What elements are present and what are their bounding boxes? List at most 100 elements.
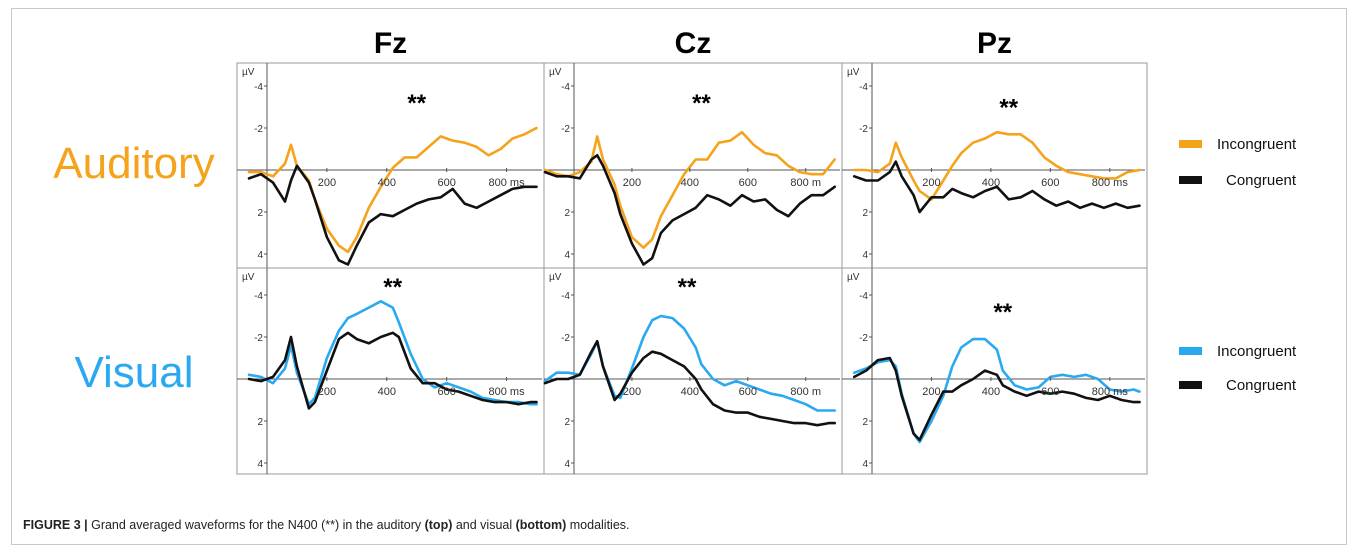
x-tick-label: 800 ms	[1092, 177, 1129, 189]
series-congruent	[852, 160, 1141, 214]
x-tick-label: 400	[681, 386, 699, 398]
y-tick-label: 4	[257, 459, 263, 470]
legend-label-congruent: Congruent	[1226, 172, 1297, 189]
significance-marker: **	[993, 299, 1012, 326]
x-tick-label: 200	[922, 386, 940, 398]
caption-bold-bottom: (bottom)	[515, 518, 567, 532]
caption-text-3: modalities.	[566, 518, 630, 532]
y-unit-label: µV	[549, 67, 562, 78]
legend-swatch-congruent	[1179, 381, 1202, 389]
y-tick-label: -2	[859, 124, 868, 135]
row-label-auditory: Auditory	[53, 139, 214, 188]
x-tick-label: 400	[378, 386, 396, 398]
panel-frame	[841, 267, 1148, 475]
panel-visual-pz: µV -4 -2 2 4 200 400 600 800 ms **	[841, 267, 1148, 475]
y-tick-label: -4	[561, 82, 570, 93]
x-tick-label: 600	[437, 386, 455, 398]
y-tick-label: 2	[564, 417, 570, 428]
legend-auditory: Incongruent Congruent	[1179, 136, 1297, 189]
legend-visual: Incongruent Congruent	[1179, 343, 1297, 394]
y-tick-label: 2	[862, 417, 868, 428]
x-tick-label: 600	[437, 177, 455, 189]
y-tick-label: 4	[564, 459, 570, 470]
y-unit-label: µV	[549, 272, 562, 283]
series-incongruent	[247, 126, 538, 254]
series-congruent	[247, 164, 538, 266]
legend-swatch-incongruent	[1179, 347, 1202, 355]
significance-marker: **	[999, 94, 1018, 121]
caption-text-1: Grand averaged waveforms for the N400 (*…	[87, 518, 425, 532]
y-tick-label: -4	[561, 291, 570, 302]
series-incongruent	[247, 300, 538, 406]
panel-visual-fz: µV -4 -2 2 4 200 400 600 800 ms **	[236, 267, 545, 475]
legend-swatch-congruent	[1179, 176, 1202, 184]
x-tick-label: 800 m	[790, 386, 821, 398]
y-tick-label: -2	[561, 124, 570, 135]
significance-marker: **	[692, 90, 711, 117]
y-tick-label: -2	[254, 333, 263, 344]
panel-auditory-fz: µV -4 -2 2 4 200 400 600 800 ms **	[236, 62, 545, 269]
x-tick-label: 600	[1041, 386, 1059, 398]
x-tick-label: 800 m	[790, 177, 821, 189]
y-tick-label: -4	[254, 291, 263, 302]
x-tick-label: 200	[318, 177, 336, 189]
x-tick-label: 800 ms	[1092, 386, 1129, 398]
legend-swatch-incongruent	[1179, 140, 1202, 148]
y-unit-label: µV	[847, 272, 860, 283]
significance-marker: **	[383, 274, 402, 301]
series-incongruent	[852, 130, 1141, 201]
caption-label: FIGURE 3 |	[23, 518, 88, 532]
x-tick-label: 400	[378, 177, 396, 189]
series-congruent	[852, 356, 1141, 442]
y-tick-label: 2	[257, 208, 263, 219]
series-congruent	[247, 331, 538, 410]
x-tick-label: 400	[681, 177, 699, 189]
y-tick-label: -2	[561, 333, 570, 344]
figure-caption: FIGURE 3 | Grand averaged waveforms for …	[23, 518, 630, 532]
y-tick-label: -2	[254, 124, 263, 135]
caption-bold-top: (top)	[424, 518, 453, 532]
x-tick-label: 200	[623, 177, 641, 189]
y-unit-label: µV	[242, 67, 255, 78]
y-tick-label: -4	[254, 82, 263, 93]
y-unit-label: µV	[242, 272, 255, 283]
y-unit-label: µV	[847, 67, 860, 78]
x-tick-label: 600	[739, 386, 757, 398]
row-label-visual: Visual	[74, 348, 193, 397]
panel-visual-cz: µV -4 -2 2 4 200 400 600 800 m **	[543, 267, 843, 475]
column-label-fz: Fz	[374, 27, 407, 60]
y-tick-label: 2	[862, 208, 868, 219]
figure-frame	[11, 8, 1347, 545]
significance-marker: **	[407, 90, 426, 117]
x-tick-label: 600	[1041, 177, 1059, 189]
y-tick-label: -4	[859, 82, 868, 93]
x-tick-label: 200	[922, 177, 940, 189]
panel-auditory-pz: µV -4 -2 2 4 200 400 600 800 ms **	[841, 62, 1148, 269]
series-incongruent	[543, 130, 836, 249]
y-tick-label: 2	[564, 208, 570, 219]
column-label-cz: Cz	[675, 27, 712, 60]
x-tick-label: 200	[318, 386, 336, 398]
y-tick-label: 2	[257, 417, 263, 428]
series-congruent	[543, 339, 836, 427]
y-tick-label: 4	[257, 250, 263, 261]
panel-auditory-cz: µV -4 -2 2 4 200 400 600 800 m **	[543, 62, 843, 269]
legend-label-incongruent: Incongruent	[1217, 343, 1297, 360]
x-tick-label: 800 ms	[489, 386, 526, 398]
y-tick-label: 4	[564, 250, 570, 261]
legend-label-incongruent: Incongruent	[1217, 136, 1297, 153]
y-tick-label: 4	[862, 250, 868, 261]
x-tick-label: 400	[982, 386, 1000, 398]
significance-marker: **	[678, 274, 697, 301]
x-tick-label: 800 ms	[489, 177, 526, 189]
x-tick-label: 600	[739, 177, 757, 189]
caption-text-2: and visual	[452, 518, 516, 532]
x-tick-label: 200	[623, 386, 641, 398]
y-tick-label: -4	[859, 291, 868, 302]
column-label-pz: Pz	[977, 27, 1012, 60]
y-tick-label: 4	[862, 459, 868, 470]
y-tick-label: -2	[859, 333, 868, 344]
x-tick-label: 400	[982, 177, 1000, 189]
legend-label-congruent: Congruent	[1226, 377, 1297, 394]
